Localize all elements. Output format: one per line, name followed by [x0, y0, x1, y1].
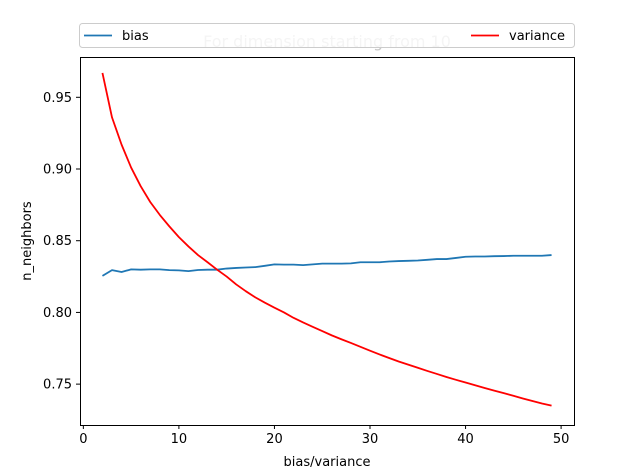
plot-frame	[80, 57, 575, 426]
y-axis-ticks: 0.75 0.80 0.85 0.90 0.95	[43, 91, 80, 393]
series-line-bias	[101, 254, 552, 277]
y-tick-label: 0.95	[43, 91, 72, 106]
x-tick-label: 40	[457, 432, 474, 447]
legend-label-bias: bias	[122, 29, 149, 44]
y-axis-label: n_neighbors	[20, 201, 35, 281]
legend-label-variance: variance	[509, 29, 565, 44]
x-tick-label: 30	[362, 432, 379, 447]
y-tick-label: 0.85	[43, 234, 72, 249]
legend-frame	[79, 23, 575, 48]
x-tick-label: 0	[79, 432, 87, 447]
y-tick-label: 0.75	[43, 378, 72, 393]
x-tick-label: 20	[266, 432, 283, 447]
y-tick-label: 0.90	[43, 163, 72, 178]
series-line-variance	[101, 72, 552, 407]
legend: bias variance	[79, 23, 575, 48]
x-axis-label: bias/variance	[284, 455, 371, 470]
series-layer	[101, 72, 552, 407]
plot-area	[80, 57, 574, 425]
x-axis-ticks: 0 10 20 30 40 50	[79, 425, 569, 447]
x-tick-label: 50	[553, 432, 570, 447]
x-tick-label: 10	[171, 432, 188, 447]
y-tick-label: 0.80	[43, 306, 72, 321]
